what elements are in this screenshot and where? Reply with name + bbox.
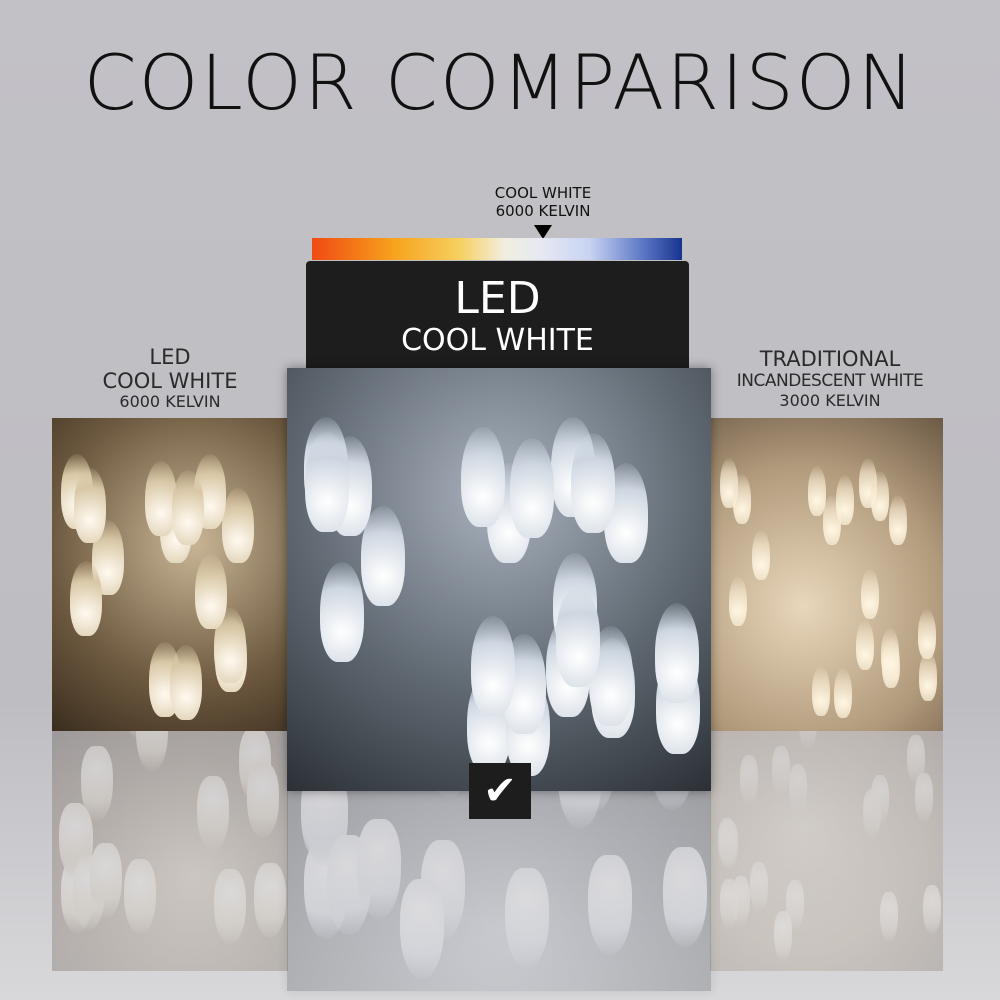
light-bulb xyxy=(588,854,633,955)
left-photo-reflection xyxy=(52,731,288,971)
light-bulb xyxy=(774,910,793,961)
left-caption-type: LED xyxy=(149,345,191,369)
light-bulb xyxy=(74,468,107,544)
light-bulb xyxy=(749,862,768,913)
light-bulb xyxy=(919,651,938,702)
light-bulb xyxy=(304,432,349,533)
light-bulb xyxy=(732,875,751,926)
scale-label-name: COOL WHITE xyxy=(494,184,592,202)
color-temperature-scale xyxy=(312,238,682,260)
main-label-color: COOL WHITE xyxy=(401,323,594,358)
light-bulb xyxy=(836,475,855,526)
light-bulb xyxy=(834,668,852,719)
page-title: COLOR COMPARISON xyxy=(83,38,917,127)
right-caption-kelvin: 3000 KELVIN xyxy=(779,391,881,410)
light-bulb xyxy=(461,426,505,527)
light-bulb xyxy=(871,775,889,826)
light-bulb xyxy=(320,561,365,662)
light-bulb xyxy=(751,530,770,581)
light-bulb xyxy=(357,818,402,919)
light-bulb xyxy=(740,755,759,806)
light-bulb xyxy=(171,469,204,545)
right-caption-type: TRADITIONAL xyxy=(759,347,901,371)
light-bulb xyxy=(360,505,405,606)
checkmark-icon: ✔ xyxy=(483,768,517,814)
scale-label: COOL WHITE 6000 KELVIN xyxy=(400,184,686,220)
light-bulb xyxy=(880,627,899,678)
light-bulb xyxy=(89,842,122,918)
right-caption: TRADITIONAL INCANDESCENT WHITE 3000 KELV… xyxy=(700,347,960,411)
left-caption: LED COOL WHITE 6000 KELVIN xyxy=(52,345,288,411)
light-bulb xyxy=(870,471,889,522)
light-bulb xyxy=(733,473,752,524)
incandescent-photo xyxy=(710,418,943,731)
led-cool-white-photo-center xyxy=(287,368,711,791)
light-bulb xyxy=(650,791,695,810)
led-cool-white-photo-left xyxy=(52,418,288,731)
light-bulb xyxy=(889,495,908,546)
light-bulb xyxy=(246,762,279,838)
scale-label-kelvin: 6000 KELVIN xyxy=(495,202,591,220)
light-bulb xyxy=(717,818,736,869)
light-bulb xyxy=(771,746,790,797)
light-bulb xyxy=(510,438,555,539)
left-caption-color: COOL WHITE xyxy=(102,369,238,393)
light-bulb xyxy=(254,863,287,939)
light-bulb xyxy=(571,433,616,534)
light-bulb xyxy=(470,616,515,717)
light-bulb xyxy=(123,858,156,934)
light-bulb xyxy=(136,731,169,771)
light-bulb xyxy=(555,587,600,688)
selected-check-button[interactable]: ✔ xyxy=(469,763,531,819)
light-bulb xyxy=(654,602,699,703)
right-caption-color: INCANDESCENT WHITE xyxy=(736,371,924,391)
center-photo-reflection xyxy=(287,791,711,991)
right-photo-reflection xyxy=(710,731,943,971)
light-bulb xyxy=(880,891,899,942)
light-bulb xyxy=(860,568,879,619)
light-bulb xyxy=(915,773,934,824)
light-bulb xyxy=(426,791,471,798)
light-bulb xyxy=(788,763,807,814)
light-bulb xyxy=(222,488,255,564)
light-bulb xyxy=(811,665,830,716)
light-bulb xyxy=(197,776,230,852)
light-bulb xyxy=(169,644,202,720)
scale-marker-icon xyxy=(534,225,552,239)
main-label-panel: LED COOL WHITE xyxy=(306,261,689,371)
light-bulb xyxy=(719,457,738,508)
light-bulb xyxy=(728,575,747,626)
light-bulb xyxy=(505,868,550,969)
left-caption-kelvin: 6000 KELVIN xyxy=(119,392,221,411)
main-label-type: LED xyxy=(454,273,541,324)
light-bulb xyxy=(918,609,937,660)
light-bulb xyxy=(808,466,827,517)
light-bulb xyxy=(69,560,102,636)
light-bulb xyxy=(922,884,941,935)
light-bulb xyxy=(798,731,817,750)
light-bulb xyxy=(194,554,227,630)
light-bulb xyxy=(856,620,875,671)
light-bulb xyxy=(400,878,445,979)
light-bulb xyxy=(213,869,246,945)
light-bulb xyxy=(663,846,708,947)
